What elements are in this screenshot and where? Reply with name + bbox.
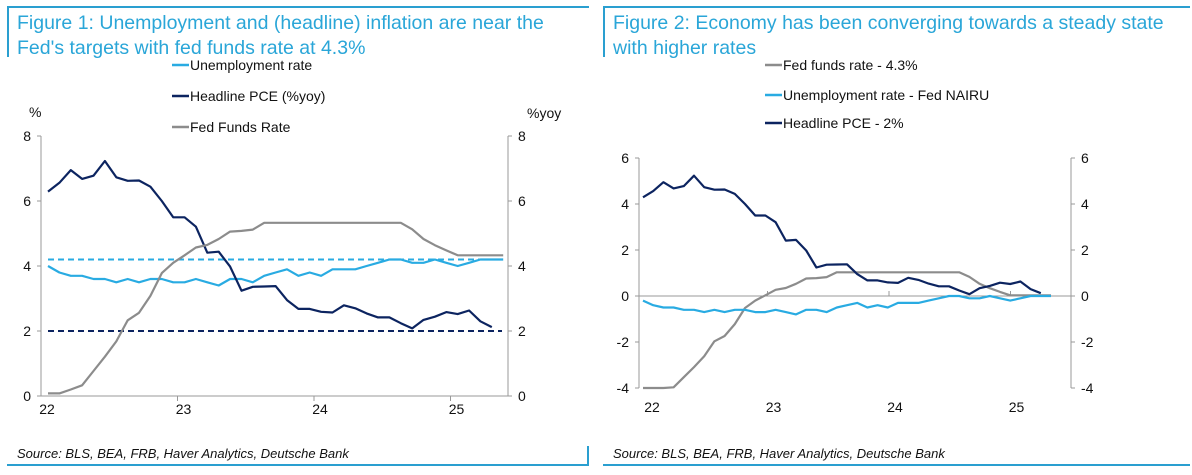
x-tick-label: 24	[887, 399, 903, 415]
title-accent	[603, 6, 605, 57]
y-tick-label-left: 2	[23, 323, 31, 339]
source-note: Source: BLS, BEA, FRB, Haver Analytics, …	[17, 446, 349, 461]
y-axis-label-left: %	[29, 104, 41, 120]
x-tick-label: 25	[449, 401, 465, 417]
y-axis-label-right: %yoy	[527, 105, 561, 121]
figure-title: Figure 2: Economy has been converging to…	[603, 6, 1190, 61]
x-tick-label: 25	[1009, 399, 1025, 415]
y-tick-label-right: 6	[1081, 150, 1089, 166]
y-tick-label-left: 6	[23, 193, 31, 209]
footer-rule	[603, 464, 1190, 466]
y-tick-label-right: 0	[1081, 288, 1089, 304]
y-tick-label-right: -4	[1081, 380, 1094, 396]
legend-label: Fed Funds Rate	[190, 119, 291, 135]
source-note: Source: BLS, BEA, FRB, Haver Analytics, …	[613, 446, 945, 461]
legend-label: Headline PCE (%yoy)	[190, 88, 325, 104]
y-tick-label-left: -4	[617, 380, 630, 396]
legend-label: Unemployment rate	[190, 57, 312, 73]
y-tick-label-left: -2	[617, 334, 630, 350]
x-tick-label: 23	[766, 399, 782, 415]
title-accent	[7, 6, 9, 57]
y-tick-label-right: 6	[518, 193, 526, 209]
y-tick-label-right: -2	[1081, 334, 1094, 350]
y-tick-label-right: 4	[1081, 196, 1089, 212]
figure-1-panel: Figure 1: Unemployment and (headline) in…	[7, 0, 589, 475]
y-tick-label-left: 0	[621, 288, 629, 304]
figure-2-panel: Figure 2: Economy has been converging to…	[603, 0, 1190, 475]
y-tick-label-left: 6	[621, 150, 629, 166]
x-tick-label: 22	[39, 401, 55, 417]
x-tick-label: 22	[644, 399, 660, 415]
x-tick-label: 23	[176, 401, 192, 417]
series-line-1	[642, 294, 1051, 316]
y-tick-label-left: 2	[621, 242, 629, 258]
y-tick-label-right: 0	[518, 388, 526, 404]
y-tick-label-left: 8	[23, 128, 31, 144]
footer-accent	[587, 446, 589, 466]
y-tick-label-right: 8	[518, 128, 526, 144]
series-line-0	[643, 271, 1051, 390]
figure-title: Figure 1: Unemployment and (headline) in…	[7, 6, 589, 61]
x-tick-label: 24	[312, 401, 328, 417]
y-tick-label-left: 4	[621, 196, 629, 212]
series-line-2	[642, 174, 1042, 296]
legend-label: Headline PCE - 2%	[783, 115, 904, 131]
series-line-0	[47, 258, 504, 287]
legend-label: Fed funds rate - 4.3%	[783, 57, 918, 73]
series-line-1	[47, 159, 493, 330]
y-tick-label-left: 0	[23, 388, 31, 404]
legend-label: Unemployment rate - Fed NAIRU	[783, 87, 989, 103]
y-tick-label-left: 4	[23, 258, 31, 274]
series-line-2	[48, 221, 504, 395]
y-tick-label-right: 2	[1081, 242, 1089, 258]
footer-rule	[7, 464, 589, 466]
y-tick-label-right: 2	[518, 323, 526, 339]
y-tick-label-right: 4	[518, 258, 526, 274]
